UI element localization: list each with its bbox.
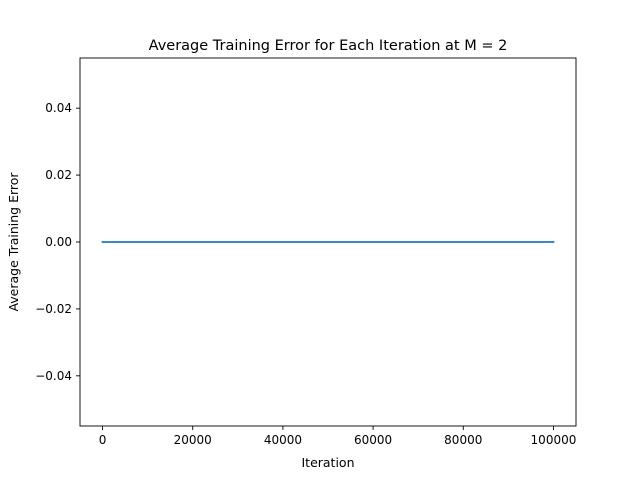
x-tick-label: 80000 [444,433,482,447]
y-tick-label: −0.02 [35,302,72,316]
x-axis-label: Iteration [301,455,354,470]
x-tick-label: 40000 [264,433,302,447]
y-tick-label: 0.02 [45,168,72,182]
x-tick-label: 0 [99,433,107,447]
y-axis-label: Average Training Error [6,172,21,312]
y-tick-label: 0.04 [45,101,72,115]
chart-title: Average Training Error for Each Iteratio… [149,38,508,54]
x-tick-label: 100000 [531,433,577,447]
y-tick-label: −0.04 [35,369,72,383]
x-tick-label: 60000 [354,433,392,447]
y-tick-label: 0.00 [45,235,72,249]
plot-area: 0 20000 40000 60000 80000 100000 −0.04 −0.02 0.0… [35,57,577,447]
x-tick-label: 20000 [174,433,212,447]
